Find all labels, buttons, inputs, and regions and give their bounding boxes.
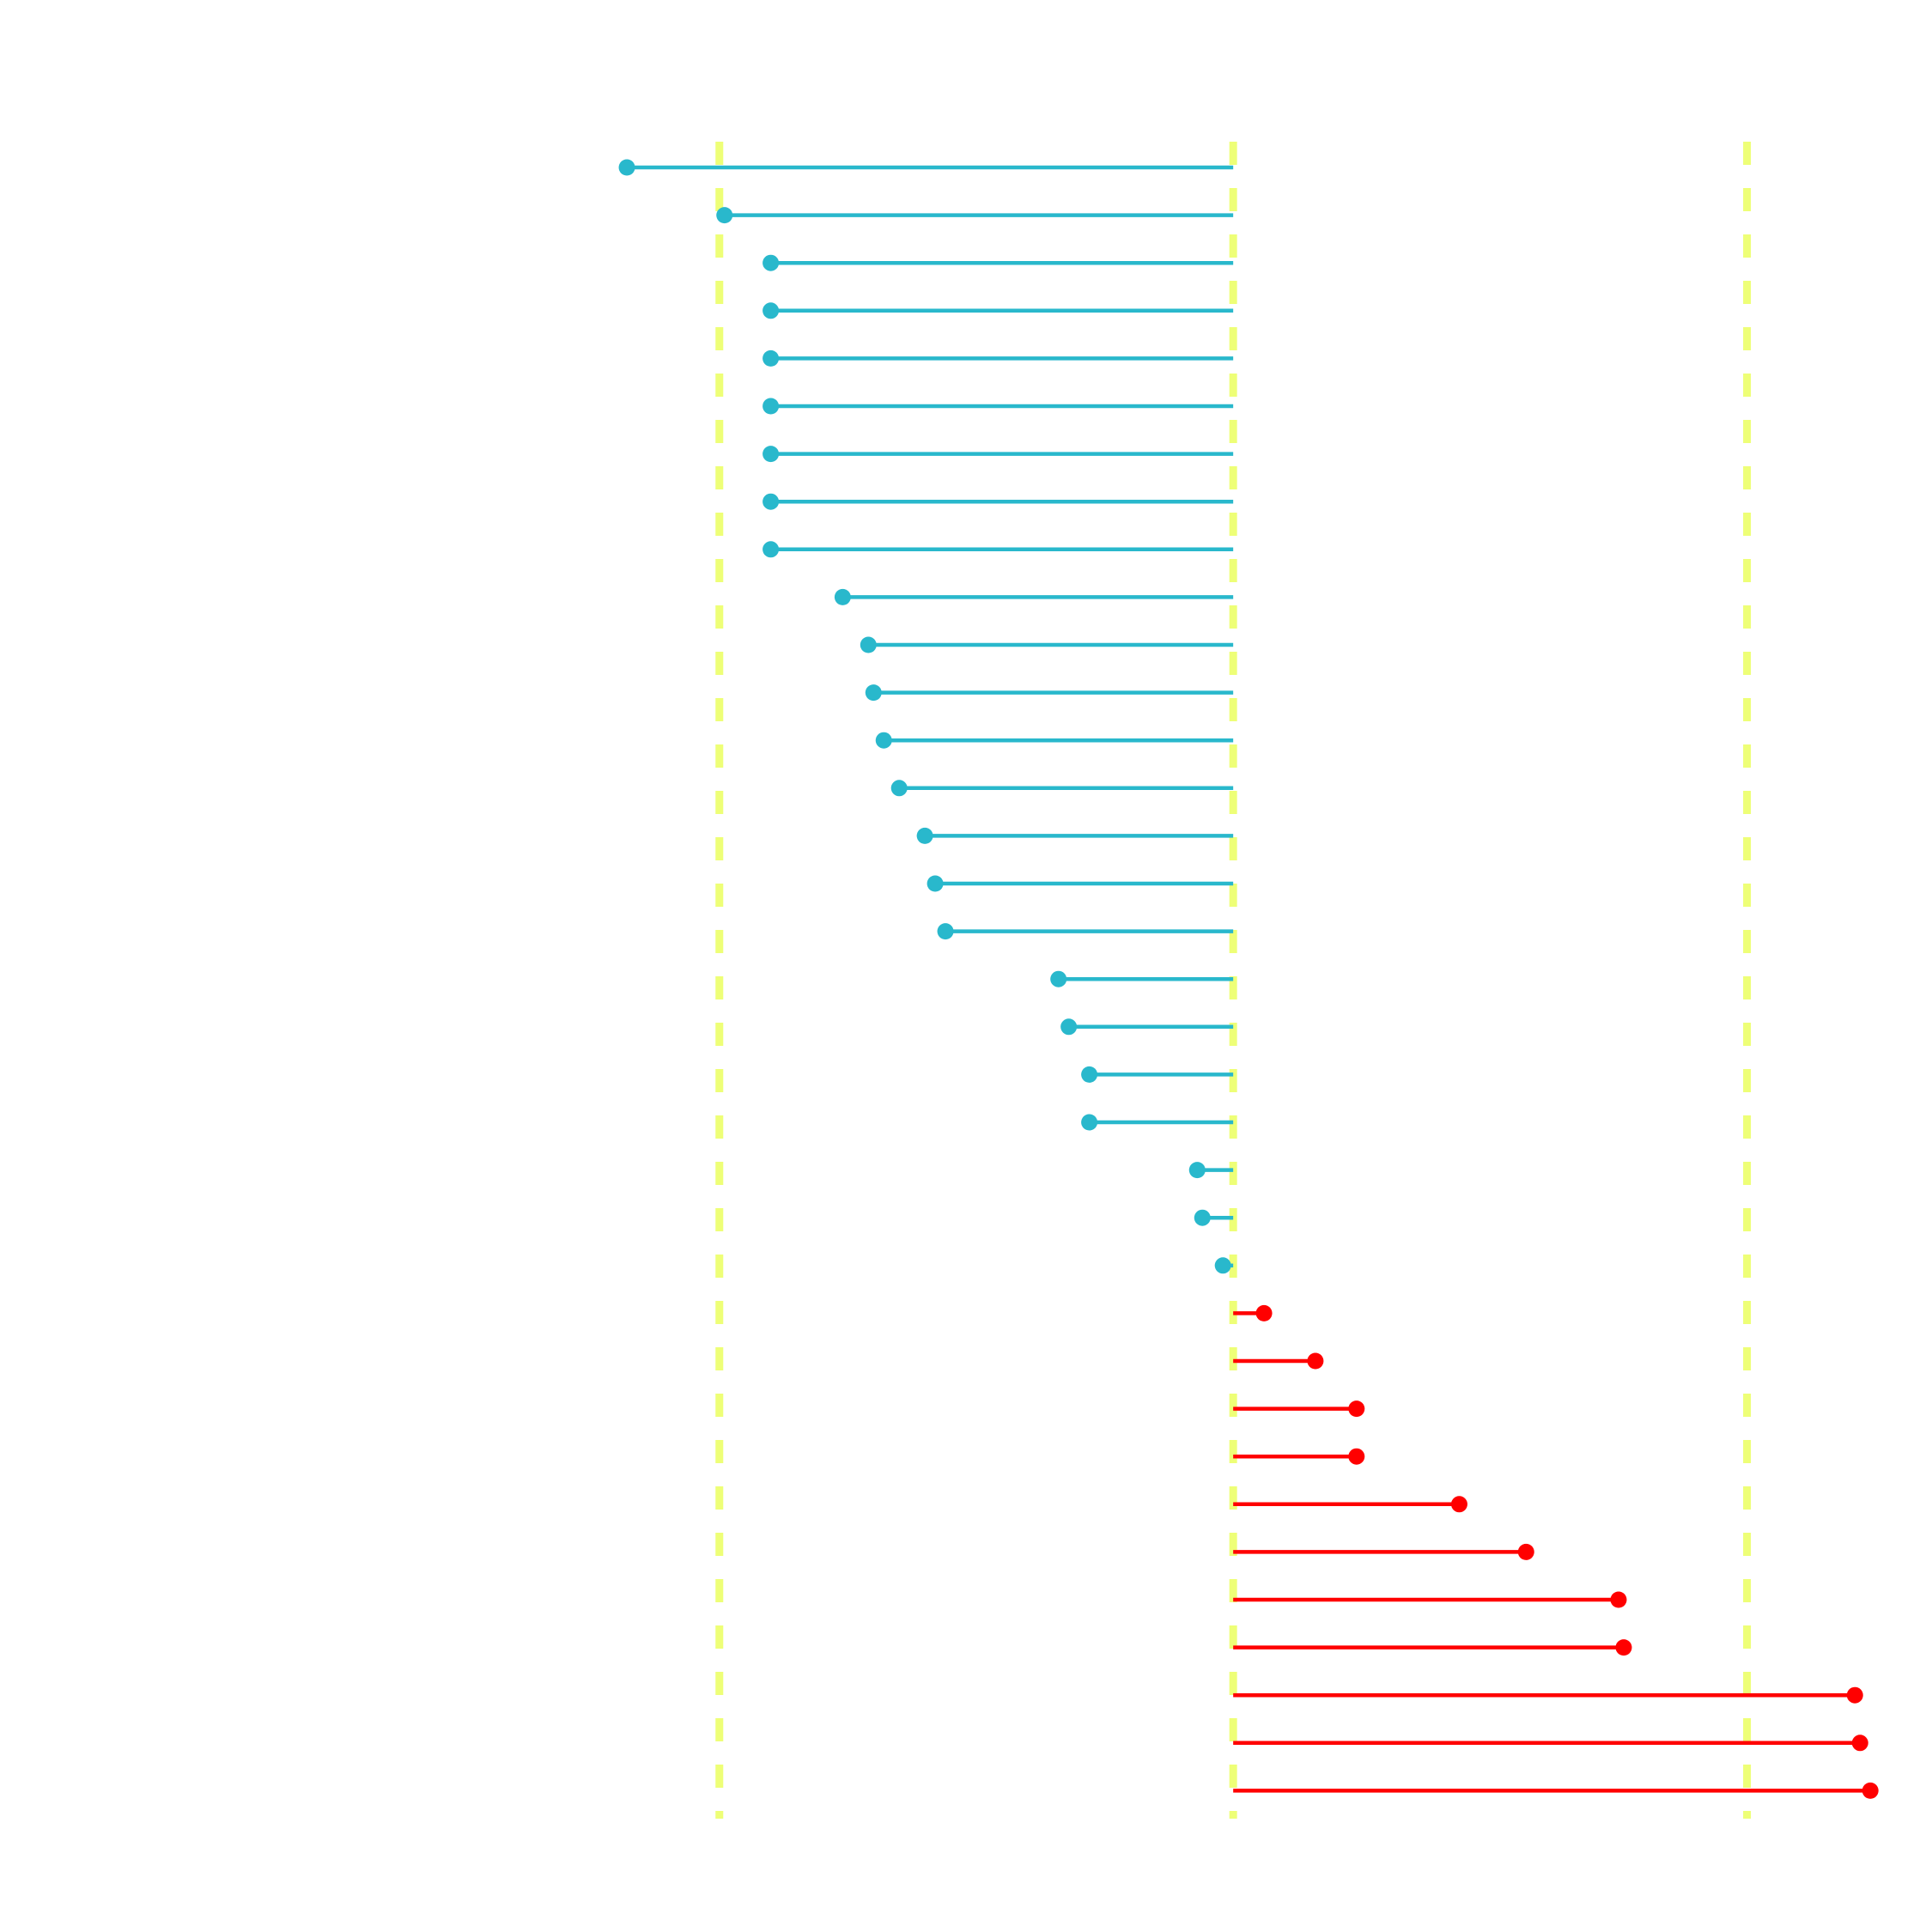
- lollipop-dot-21: [1188, 1162, 1206, 1179]
- lollipop-dot-5: [762, 398, 780, 415]
- lollipop-dot-10: [860, 636, 877, 653]
- lollipop-dot-27: [1348, 1448, 1365, 1465]
- lollipop-dot-2: [762, 254, 780, 271]
- lollipop-dots: [618, 159, 1879, 1799]
- lollipop-dot-14: [916, 827, 933, 844]
- lollipop-dot-6: [762, 446, 780, 463]
- lollipop-dot-7: [762, 493, 780, 510]
- lollipop-dot-26: [1348, 1400, 1365, 1418]
- lollipop-dot-24: [1255, 1304, 1273, 1321]
- lollipop-dot-4: [762, 349, 780, 367]
- lollipop-dot-25: [1307, 1352, 1324, 1370]
- lollipop-dot-11: [865, 684, 882, 702]
- lollipop-stems: [627, 165, 1871, 1793]
- lollipop-dot-30: [1610, 1591, 1627, 1608]
- lollipop-dot-8: [762, 541, 780, 558]
- lollipop-dot-19: [1081, 1066, 1098, 1083]
- lollipop-dot-18: [1060, 1018, 1078, 1036]
- lollipop-dot-34: [1862, 1782, 1879, 1799]
- lollipop-dot-33: [1851, 1735, 1868, 1752]
- lollipop-dot-3: [762, 302, 780, 319]
- lollipop-dot-12: [875, 732, 892, 749]
- lollipop-dot-20: [1081, 1114, 1098, 1131]
- lollipop-dot-1: [716, 207, 733, 224]
- lollipop-dot-23: [1214, 1257, 1231, 1274]
- lollipop-dot-28: [1450, 1496, 1467, 1513]
- lollipop-dot-22: [1194, 1209, 1211, 1226]
- lollipop-dot-9: [834, 588, 851, 605]
- lollipop-dot-13: [890, 780, 908, 797]
- lollipop-dot-31: [1615, 1639, 1632, 1656]
- lollipop-dot-29: [1517, 1543, 1534, 1560]
- lollipop-dot-32: [1846, 1686, 1863, 1704]
- lollipop-dot-0: [618, 159, 635, 176]
- lollipop-dot-15: [927, 875, 944, 892]
- lollipop-dot-16: [937, 923, 954, 940]
- lollipop-dot-17: [1050, 970, 1067, 987]
